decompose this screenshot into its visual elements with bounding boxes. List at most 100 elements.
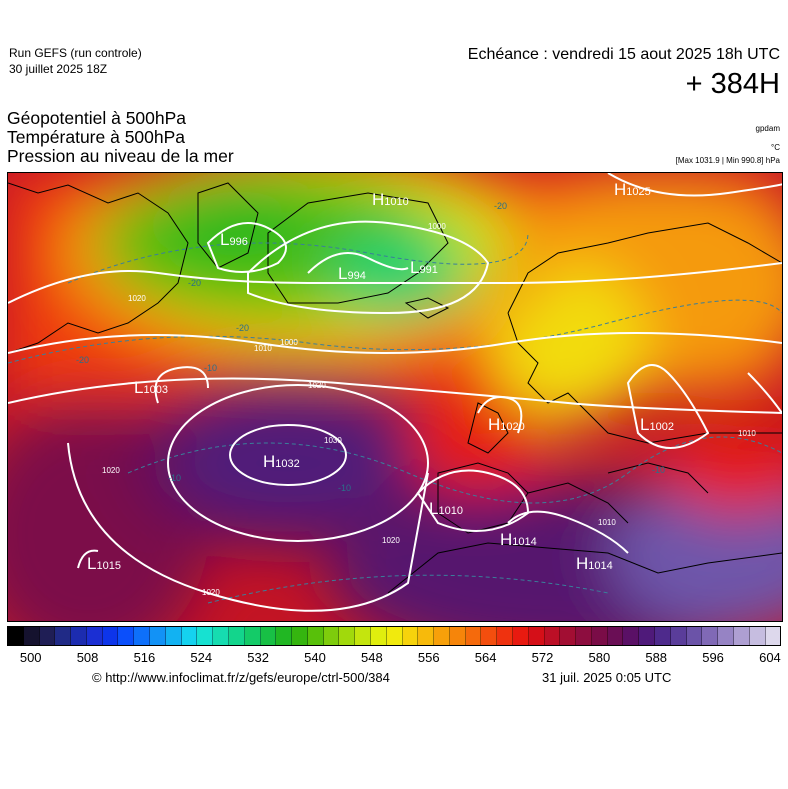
pressure-center: L1015 — [87, 554, 121, 573]
colorbar-swatch — [197, 627, 214, 645]
isotherm-label: -10 — [652, 465, 665, 475]
isobar-label: 1020 — [202, 588, 220, 597]
colorbar-swatch — [86, 627, 103, 645]
colorbar-tick-label: 596 — [702, 650, 724, 665]
isobar-label: 1030 — [324, 436, 342, 445]
weather-map-canvas: H1010 H1025 L996 L994 L991 L1003 H1020 L… — [8, 173, 782, 621]
colorbar-swatch — [702, 627, 719, 645]
colorbar-swatch — [8, 627, 24, 645]
colorbar-swatch — [355, 627, 371, 645]
pressure-center: L1003 — [134, 378, 168, 397]
isobar-label: 1010 — [598, 518, 616, 527]
run-title: Run GEFS (run controle) — [9, 46, 142, 60]
colorbar-swatch — [292, 627, 308, 645]
colorbar-swatch — [165, 627, 182, 645]
colorbar-tick-label: 516 — [133, 650, 156, 665]
colorbar-swatch — [481, 627, 498, 645]
pressure-center: H1010 — [372, 190, 409, 209]
colorbar-swatch — [591, 627, 608, 645]
valid-time: Echéance : vendredi 15 aout 2025 18h UTC — [467, 46, 780, 63]
isotherm-label: -20 — [236, 323, 249, 333]
colorbar-swatch — [244, 627, 261, 645]
colorbar-swatch — [749, 627, 766, 645]
colorbar-swatch — [465, 627, 482, 645]
isobar-label: 1020 — [308, 381, 326, 390]
colorbar-swatch — [718, 627, 734, 645]
pressure-center: H1014 — [576, 554, 613, 573]
colorbar-tick-label: 524 — [190, 650, 213, 665]
isotherm-label: -10 — [204, 363, 217, 373]
colorbar-swatch — [513, 627, 529, 645]
colorbar-swatch — [655, 627, 671, 645]
colorbar-swatch — [386, 627, 403, 645]
parameter-temperature: Température à 500hPa — [7, 127, 186, 147]
weather-map: H1010 H1025 L996 L994 L991 L1003 H1020 L… — [7, 172, 783, 622]
geopotential-field — [8, 173, 782, 621]
colorbar-swatch — [639, 627, 656, 645]
isobar-label: 1020 — [128, 294, 146, 303]
lead-time: + 384H — [685, 68, 780, 100]
isotherm-label: -20 — [188, 278, 201, 288]
isotherm-labels: -20 -20 -20 -20 -10 -10 -10 -10 — [76, 201, 665, 493]
colorbar — [7, 626, 781, 646]
coastlines — [8, 182, 782, 594]
isobars — [8, 173, 782, 612]
parameter-geopotential: Géopotentiel à 500hPa — [7, 108, 187, 128]
isobar-labels: 1000 1000 1010 1020 1020 1030 1020 1020 … — [102, 222, 756, 597]
colorbar-tick-label: 588 — [645, 650, 668, 665]
colorbar-swatch — [528, 627, 545, 645]
unit-pressure: [Max 1031.9 | Min 990.8] hPa — [675, 156, 780, 165]
pressure-center: H1025 — [614, 180, 651, 199]
pressure-center: L1002 — [640, 415, 674, 434]
colorbar-swatch — [402, 627, 419, 645]
generation-time: 31 juil. 2025 0:05 UTC — [542, 670, 672, 685]
pressure-center: L991 — [410, 258, 438, 277]
pressure-center: L994 — [338, 264, 366, 283]
colorbar-swatch — [733, 627, 750, 645]
colorbar-swatch — [560, 627, 577, 645]
unit-temperature: °C — [771, 143, 780, 152]
isobar-label: 1010 — [738, 429, 756, 438]
colorbar-tick-label: 508 — [76, 650, 99, 665]
colorbar-swatch — [370, 627, 387, 645]
unit-geopotential: gpdam — [755, 124, 780, 133]
parameter-pressure: Pression au niveau de la mer — [7, 146, 234, 166]
isobar-label: 1000 — [280, 338, 298, 347]
isobar-label: 1020 — [382, 536, 400, 545]
colorbar-swatch — [765, 627, 781, 645]
colorbar-swatch — [434, 627, 450, 645]
colorbar-swatch — [118, 627, 135, 645]
colorbar-swatch — [102, 627, 119, 645]
run-date: 30 juillet 2025 18Z — [9, 62, 108, 76]
pressure-center: L996 — [220, 230, 248, 249]
colorbar-swatch — [418, 627, 435, 645]
colorbar-swatch — [71, 627, 87, 645]
colorbar-tick-label: 532 — [247, 650, 269, 665]
colorbar-swatch — [260, 627, 277, 645]
isotherm-label: -20 — [76, 355, 89, 365]
colorbar-swatch — [228, 627, 245, 645]
colorbar-swatch — [607, 627, 624, 645]
colorbar-swatch — [276, 627, 293, 645]
colorbar-tick-label: 580 — [588, 650, 611, 665]
source-url: © http://www.infoclimat.fr/z/gefs/europe… — [92, 670, 390, 685]
isotherm-label: -10 — [338, 483, 351, 493]
colorbar-swatch — [39, 627, 56, 645]
isobar-label: 1010 — [254, 344, 272, 353]
colorbar-swatch — [181, 627, 198, 645]
pressure-center: L1010 — [429, 499, 463, 518]
colorbar-tick-label: 572 — [531, 650, 554, 665]
pressure-center: H1014 — [500, 530, 537, 549]
colorbar-swatch — [670, 627, 687, 645]
isotherm-label: -10 — [168, 473, 181, 483]
colorbar-tick-label: 564 — [474, 650, 497, 665]
colorbar-swatch — [213, 627, 229, 645]
colorbar-swatch — [323, 627, 340, 645]
pressure-centers: H1010 H1025 L996 L994 L991 L1003 H1020 L… — [87, 180, 674, 573]
colorbar-tick-label: 604 — [759, 650, 781, 665]
colorbar-swatch — [307, 627, 324, 645]
colorbar-swatch — [544, 627, 561, 645]
colorbar-swatch — [55, 627, 72, 645]
pressure-center: H1020 — [488, 415, 525, 434]
colorbar-swatch — [449, 627, 466, 645]
